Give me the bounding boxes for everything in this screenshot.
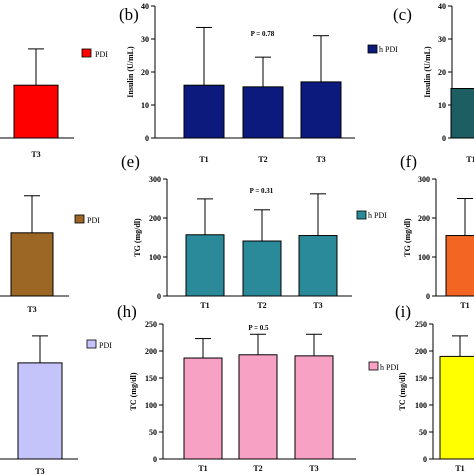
y-tick-label: 100: [418, 253, 430, 262]
chart-panel-6: 0 100 200 300 TG (mg/dl) T1 (f): [400, 152, 474, 310]
y-tick-label: 0: [442, 134, 446, 143]
bar: [183, 84, 225, 139]
y-tick-label: 150: [145, 374, 157, 383]
y-tick-label: 0: [145, 134, 149, 143]
y-tick-label: 250: [415, 320, 427, 329]
y-tick-label: 40: [438, 2, 446, 11]
chart-panel-8: 0 50 100 150 200 250 TC (mg/dl) T1 T2 T3 P = 0.5 h …: [117, 302, 399, 473]
y-tick-label: 200: [415, 347, 427, 356]
bar: [13, 84, 59, 139]
category-label: T3: [316, 155, 325, 164]
y-tick-label: 200: [145, 347, 157, 356]
y-tick-label: 10: [438, 101, 446, 110]
category-label: T3: [31, 150, 40, 159]
bar: [17, 362, 63, 460]
category-label: T1: [466, 155, 474, 164]
y-tick-label: 200: [418, 214, 430, 223]
p-value-annotation: P = 0.31: [250, 187, 274, 195]
legend-label: h PDI: [380, 363, 399, 372]
bar: [439, 355, 474, 460]
y-tick-label: 50: [149, 428, 157, 437]
category-label: T1: [200, 301, 209, 310]
panel-label: (c): [393, 5, 412, 24]
category-label: T3: [313, 301, 322, 310]
y-tick-label: 30: [141, 35, 149, 44]
panel-label: (h): [117, 302, 137, 321]
y-tick-label: 0: [153, 455, 157, 464]
category-label: T2: [257, 301, 266, 310]
y-tick-label: 0: [423, 455, 427, 464]
y-axis-label: TG (mg/dl): [133, 218, 142, 257]
bar: [183, 357, 223, 460]
chart-panel-5: 0 100 200 300 TG (mg/dl) T1 T2 T3 P = 0.31 h PDI (…: [121, 152, 387, 310]
legend-label: PDI: [99, 341, 112, 350]
p-value-annotation: P = 0.5: [248, 324, 269, 332]
y-tick-label: 0: [426, 292, 430, 301]
chart-panel-1: T3 PDI: [0, 48, 108, 159]
y-tick-label: 20: [438, 68, 446, 77]
y-tick-label: 50: [419, 428, 427, 437]
category-label: T1: [198, 464, 207, 473]
bar: [445, 235, 474, 297]
bar: [450, 88, 474, 139]
chart-panel-2: 0 10 20 30 40 Insulin (U/mL) T1 T2 T3 P = 0.78 h P…: [119, 2, 398, 164]
y-tick-label: 40: [141, 2, 149, 11]
y-axis-label: TC (mg/dl): [129, 372, 138, 410]
legend-swatch: [81, 48, 92, 58]
y-tick-label: 100: [415, 401, 427, 410]
y-tick-label: 20: [141, 68, 149, 77]
bar: [238, 354, 278, 460]
legend-label: PDI: [95, 50, 108, 59]
chart-panel-9: 0 50 100 150 200 250 TC (mg/dl) T1 (i): [395, 302, 474, 473]
legend-swatch: [356, 210, 367, 220]
panel-label: (e): [121, 152, 140, 171]
y-axis-label: TG (mg/dl): [403, 218, 412, 257]
category-label: T1: [199, 155, 208, 164]
chart-panel-3: 0 10 20 30 40 Insulin (U/mL) T1 (c): [393, 2, 474, 164]
category-label: T2: [258, 155, 267, 164]
bar: [242, 240, 282, 297]
category-label: T3: [309, 464, 318, 473]
panel-label: (f): [400, 152, 417, 171]
category-label: T1: [455, 464, 464, 473]
bar: [185, 234, 225, 297]
bar: [294, 355, 334, 460]
y-tick-label: 300: [149, 175, 161, 184]
y-axis-label: Insulin (U/mL): [423, 46, 432, 98]
y-tick-label: 0: [157, 292, 161, 301]
y-axis-label: Insulin (U/mL): [126, 46, 135, 98]
y-tick-label: 200: [149, 214, 161, 223]
y-tick-label: 100: [145, 401, 157, 410]
legend-swatch: [368, 361, 379, 371]
y-tick-label: 30: [438, 35, 446, 44]
legend-swatch: [367, 44, 378, 54]
category-label: T1: [460, 301, 469, 310]
chart-panel-7: T3 PDI: [0, 335, 112, 474]
legend-swatch: [74, 214, 85, 224]
y-tick-label: 150: [415, 374, 427, 383]
y-tick-label: 100: [149, 253, 161, 262]
category-label: T3: [35, 467, 44, 474]
bar: [298, 235, 338, 297]
y-tick-label: 300: [418, 175, 430, 184]
y-tick-label: 10: [141, 101, 149, 110]
category-label: T3: [27, 305, 36, 314]
chart-panel-4: T3 PDI: [0, 195, 100, 314]
y-axis-label: TC (mg/dl): [398, 372, 407, 410]
legend-label: PDI: [87, 216, 100, 225]
panel-label: (i): [395, 302, 411, 321]
y-tick-label: 250: [145, 320, 157, 329]
panel-label: (b): [119, 5, 139, 24]
category-label: T2: [253, 464, 262, 473]
legend-label: h PDI: [368, 211, 387, 220]
legend-label: h PDI: [379, 45, 398, 54]
bar: [10, 232, 54, 297]
p-value-annotation: P = 0.78: [251, 30, 275, 38]
legend-swatch: [86, 339, 97, 349]
bar: [300, 81, 342, 139]
bar: [242, 86, 284, 139]
